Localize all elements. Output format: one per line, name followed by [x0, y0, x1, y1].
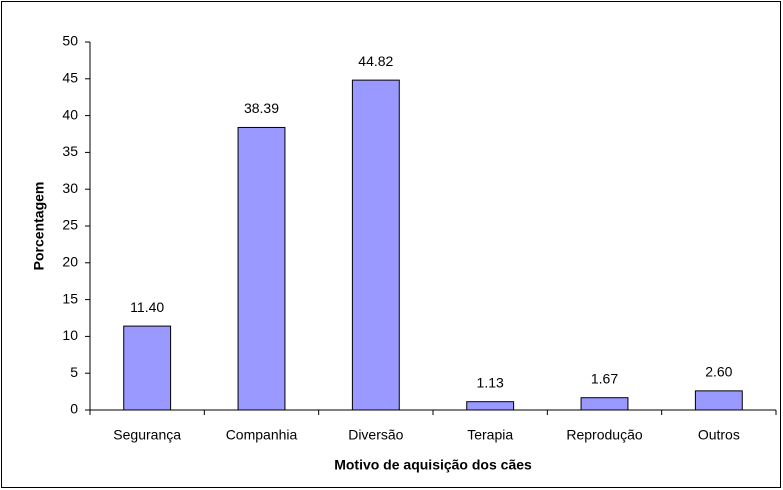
y-axis-label: Porcentagem	[31, 182, 47, 271]
value-label: 44.82	[358, 53, 393, 69]
x-tick-label: Outros	[698, 427, 740, 443]
y-tick-label: 0	[70, 401, 78, 417]
value-label: 2.60	[705, 364, 732, 380]
bar	[351, 79, 400, 411]
y-tick-label: 20	[62, 254, 78, 270]
x-tick-label: Diversão	[348, 427, 403, 443]
x-axis-label: Motivo de aquisição dos cães	[334, 457, 532, 473]
y-tick-label: 15	[62, 290, 78, 306]
bar	[466, 401, 515, 411]
value-label: 38.39	[244, 100, 279, 116]
bar	[694, 390, 743, 411]
y-tick-label: 35	[62, 143, 78, 159]
value-label: 11.40	[130, 299, 164, 315]
y-tick-label: 10	[62, 327, 78, 343]
x-tick-label: Companhia	[226, 427, 298, 443]
y-tick-label: 45	[62, 70, 78, 86]
x-tick-label: Segurança	[113, 427, 181, 443]
x-tick-label: Reprodução	[566, 427, 642, 443]
value-label: 1.13	[477, 374, 504, 390]
value-label: 1.67	[591, 370, 618, 386]
y-tick-label: 50	[62, 33, 78, 49]
x-tick-label: Terapia	[467, 427, 513, 443]
y-tick-label: 25	[62, 217, 78, 233]
y-tick-label: 40	[62, 106, 78, 122]
bar	[237, 126, 286, 411]
y-tick-label: 30	[62, 180, 78, 196]
bar	[123, 325, 172, 411]
bar	[580, 397, 629, 411]
y-tick-label: 5	[70, 364, 78, 380]
